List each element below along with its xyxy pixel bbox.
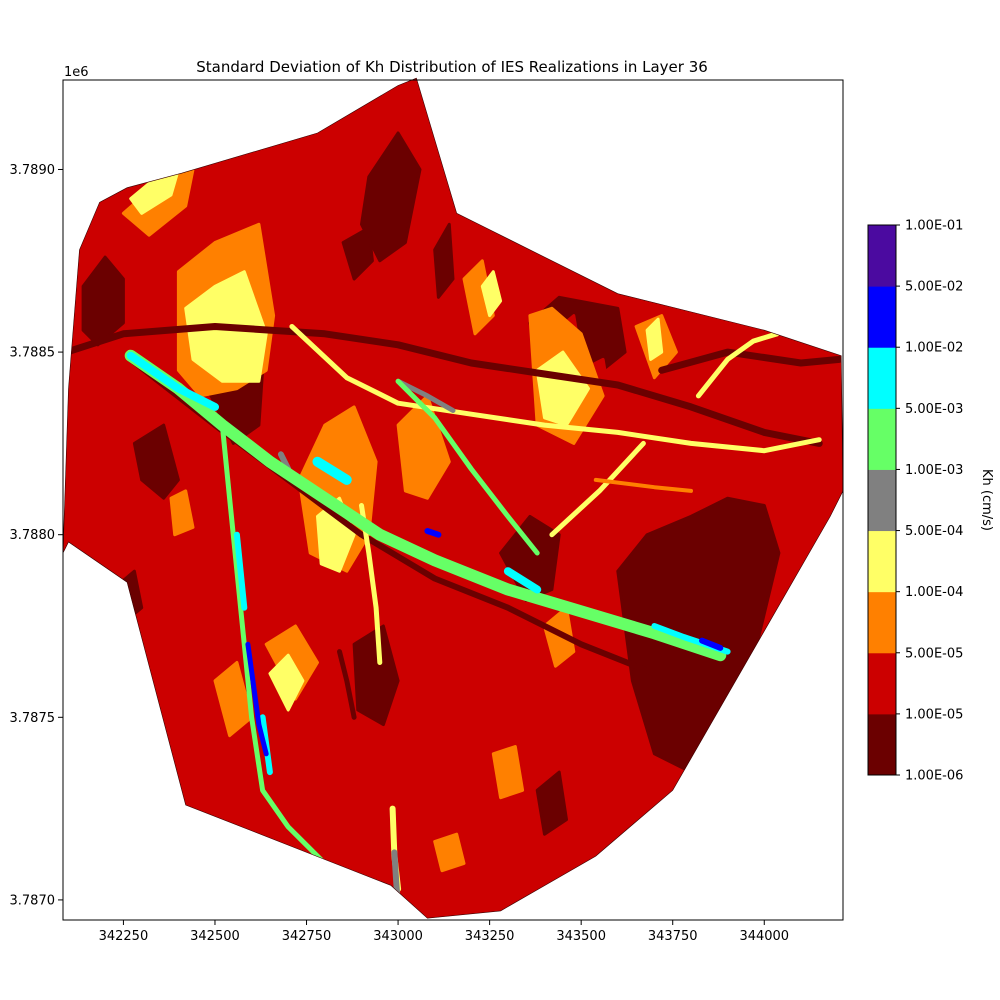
x-tick-label: 342500 bbox=[190, 929, 240, 944]
kh-feature bbox=[549, 440, 646, 538]
x-axis: 342250 342500 342750 343000 343250 343500 3437… bbox=[99, 920, 789, 944]
colorbar-tick-label: 5.00E-03 bbox=[905, 402, 963, 417]
colorbar-tick-label: 1.00E-02 bbox=[905, 341, 963, 356]
y-tick-label: 3.7875 bbox=[10, 711, 56, 726]
kh-zone bbox=[89, 642, 136, 727]
kh-zone bbox=[169, 635, 217, 727]
kh-zone bbox=[491, 745, 525, 800]
kh-feature bbox=[424, 528, 442, 538]
kh-zone bbox=[462, 788, 503, 847]
kh-zone bbox=[169, 489, 195, 537]
colorbar-swatch bbox=[868, 652, 896, 715]
kh-zone bbox=[433, 832, 466, 873]
kh-feature bbox=[391, 849, 402, 911]
colorbar: 1.00E-06 1.00E-05 5.00E-05 1.00E-04 5.00E-04… bbox=[867, 219, 963, 784]
x-tick-label: 344000 bbox=[739, 929, 789, 944]
kh-zone bbox=[480, 270, 503, 318]
kh-zone bbox=[129, 168, 180, 215]
y-tick-label: 3.7890 bbox=[10, 163, 56, 178]
kh-feature bbox=[124, 349, 727, 662]
kh-feature bbox=[658, 348, 843, 374]
colorbar-swatch bbox=[868, 225, 896, 287]
colorbar-frame bbox=[867, 224, 897, 776]
kh-zone bbox=[491, 697, 539, 763]
kh-zone bbox=[169, 168, 239, 252]
colorbar-tick-label: 1.00E-06 bbox=[905, 769, 963, 784]
x-tick-label: 343000 bbox=[373, 929, 423, 944]
y-offset-label: 1e6 bbox=[64, 65, 89, 80]
kh-feature bbox=[233, 531, 248, 611]
kh-feature bbox=[699, 637, 724, 651]
kh-zone bbox=[543, 606, 576, 668]
kh-feature bbox=[126, 351, 219, 411]
colorbar-tick-label: 1.00E-04 bbox=[905, 585, 963, 600]
x-tick-label: 343250 bbox=[465, 929, 515, 944]
y-tick-label: 3.7880 bbox=[10, 528, 56, 543]
domain-boundary bbox=[62, 77, 844, 919]
kh-feature bbox=[695, 331, 780, 399]
kh-zone bbox=[462, 259, 495, 336]
colorbar-tick-label: 1.00E-05 bbox=[905, 707, 963, 722]
kh-zone bbox=[81, 255, 125, 347]
kh-feature bbox=[337, 649, 357, 720]
y-axis: 3.7870 3.7875 3.7880 3.7885 3.7890 bbox=[10, 163, 63, 908]
colorbar-tick-label: 1.00E-03 bbox=[905, 463, 963, 478]
kh-zone bbox=[433, 222, 455, 299]
colorbar-swatch bbox=[868, 286, 896, 348]
chart-title: Standard Deviation of Kh Distribution of… bbox=[196, 58, 708, 76]
x-tick-label: 342250 bbox=[99, 929, 149, 944]
kh-zone bbox=[645, 317, 664, 361]
y-tick-label: 3.7870 bbox=[10, 893, 56, 908]
axes-frame bbox=[62, 79, 844, 921]
kh-zone bbox=[341, 226, 374, 281]
x-tick-label: 343750 bbox=[648, 929, 698, 944]
colorbar-swatch bbox=[868, 469, 896, 532]
kh-zone bbox=[535, 350, 590, 427]
kh-feature bbox=[503, 567, 542, 594]
kh-feature bbox=[63, 323, 823, 447]
colorbar-swatch bbox=[868, 530, 896, 593]
colorbar-tick-label: 5.00E-02 bbox=[905, 280, 963, 295]
kh-zone bbox=[268, 653, 305, 712]
plot-area bbox=[62, 77, 844, 919]
kh-feature bbox=[395, 378, 540, 556]
y-tick-label: 3.7885 bbox=[10, 346, 56, 361]
colorbar-swatch bbox=[868, 408, 896, 470]
kh-feature bbox=[593, 477, 693, 493]
kh-zone bbox=[616, 496, 781, 774]
kh-feature bbox=[312, 456, 352, 485]
kh-feature bbox=[289, 324, 822, 454]
kh-zone bbox=[535, 770, 568, 836]
kh-zone bbox=[396, 394, 451, 500]
colorbar-label: Kh (cm/s) bbox=[979, 469, 994, 531]
colorbar-swatch bbox=[868, 591, 896, 654]
kh-zone bbox=[360, 131, 422, 263]
colorbar-swatch bbox=[868, 347, 896, 409]
colorbar-tick-label: 5.00E-05 bbox=[905, 646, 963, 661]
x-tick-label: 342750 bbox=[282, 929, 332, 944]
kh-zone bbox=[132, 423, 180, 500]
kh-feature bbox=[245, 641, 269, 757]
kh-feature bbox=[395, 378, 456, 413]
colorbar-tick-label: 1.00E-01 bbox=[905, 219, 963, 234]
colorbar-swatch bbox=[868, 713, 896, 776]
x-tick-label: 343500 bbox=[556, 929, 606, 944]
kh-zone bbox=[103, 661, 129, 727]
colorbar-tick-label: 5.00E-04 bbox=[905, 524, 963, 539]
kh-features bbox=[63, 323, 843, 911]
